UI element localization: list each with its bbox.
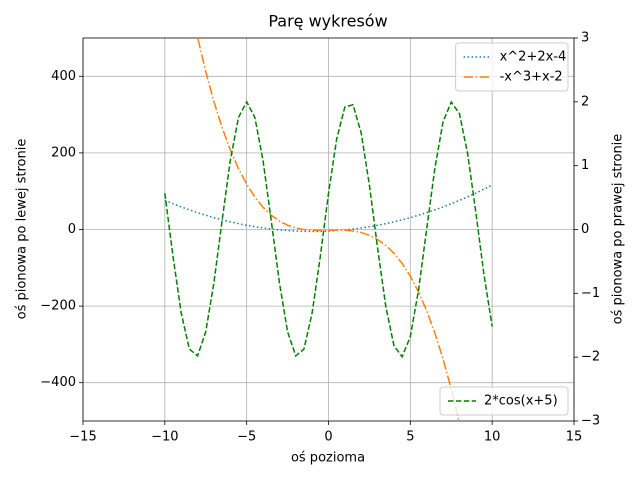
x-tick-label: 10	[484, 430, 501, 445]
y-tick-label: −200	[40, 299, 76, 314]
y2-tick-label: 1	[581, 158, 589, 173]
legend-label: 2*cos(x+5)	[484, 394, 558, 409]
y-tick-label: −400	[40, 375, 76, 390]
data-line	[164, 100, 493, 359]
y2-tick-label: −1	[581, 286, 600, 301]
x-tick-label: 15	[566, 430, 583, 445]
y2-axis-label: oś pionowa po prawej stronie	[611, 134, 626, 325]
x-tick-label: −15	[69, 430, 96, 445]
y-tick-label: 400	[51, 69, 76, 84]
y2-tick-label: 2	[581, 94, 589, 109]
x-tick-label: −10	[151, 430, 178, 445]
y-tick-label: 200	[51, 145, 76, 160]
y-tick-label: 0	[68, 222, 76, 237]
y-axis-label: oś pionowa po lewej stronie	[15, 139, 30, 320]
data-line	[196, 38, 460, 421]
x-axis-label: oś pozioma	[291, 451, 365, 466]
y2-tick-label: −2	[581, 350, 600, 365]
legend-label: -x^3+x-2	[500, 70, 563, 85]
legend-box	[439, 386, 569, 416]
x-tick-label: 0	[324, 430, 332, 445]
x-tick-label: −5	[237, 430, 256, 445]
chart-title: Parę wykresów	[268, 12, 387, 31]
legend-label: x^2+2x-4	[500, 50, 567, 65]
x-tick-label: 5	[406, 430, 414, 445]
legend-box	[455, 42, 569, 92]
y2-tick-label: 0	[581, 222, 589, 237]
y2-tick-label: 3	[581, 31, 589, 46]
plot-area	[164, 38, 493, 421]
y2-tick-label: −3	[581, 414, 600, 429]
